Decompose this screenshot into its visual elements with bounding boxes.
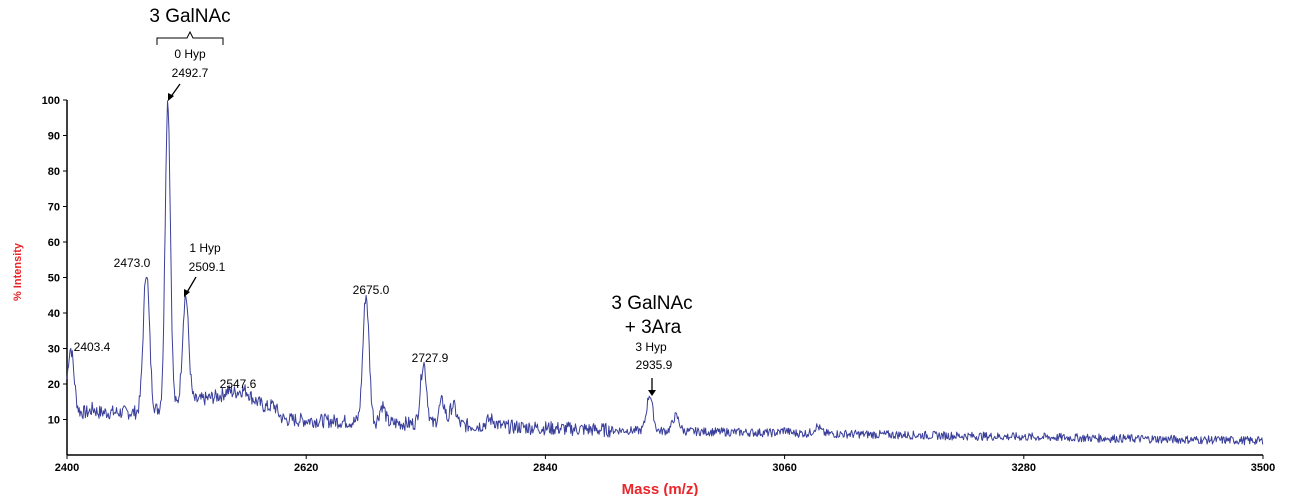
annotation-2547: 2547.6 bbox=[220, 377, 257, 391]
annotation-group2-line2: + 3Ara bbox=[625, 317, 682, 338]
annotation-2403: 2403.4 bbox=[74, 340, 111, 354]
annotation-2473: 2473.0 bbox=[114, 256, 151, 270]
y-tick-label: 50 bbox=[48, 273, 60, 285]
y-ticks: 10 20 30 40 50 60 70 80 90 100 bbox=[42, 95, 67, 427]
annotation-bracket bbox=[156, 30, 224, 45]
x-tick-label: 2840 bbox=[533, 462, 557, 474]
annotation-2509-hyp: 1 Hyp bbox=[189, 241, 221, 255]
arrowhead-2935 bbox=[648, 390, 656, 396]
y-tick-label: 100 bbox=[42, 95, 60, 107]
x-tick-label: 3060 bbox=[772, 462, 796, 474]
x-axis-title: Mass (m/z) bbox=[622, 481, 699, 496]
y-tick-label: 30 bbox=[48, 344, 60, 356]
x-tick-label: 2400 bbox=[55, 462, 79, 474]
y-tick-label: 80 bbox=[48, 166, 60, 178]
arrowhead-2492 bbox=[168, 93, 174, 101]
annotation-2727: 2727.9 bbox=[412, 351, 449, 365]
annotation-2935-hyp: 3 Hyp bbox=[635, 340, 667, 354]
x-tick-label: 3500 bbox=[1251, 462, 1275, 474]
x-ticks: 2400 2620 2840 3060 3280 3500 bbox=[55, 455, 1275, 474]
y-tick-label: 70 bbox=[48, 202, 60, 214]
x-tick-label: 2620 bbox=[294, 462, 318, 474]
annotation-2492-hyp: 0 Hyp bbox=[174, 47, 206, 61]
y-tick-label: 10 bbox=[48, 415, 60, 427]
x-tick-label: 3280 bbox=[1012, 462, 1036, 474]
annotation-group1-title: 3 GalNAc bbox=[149, 6, 230, 27]
annotation-2675: 2675.0 bbox=[353, 283, 390, 297]
y-tick-label: 90 bbox=[48, 131, 60, 143]
y-tick-label: 40 bbox=[48, 308, 60, 320]
y-tick-label: 20 bbox=[48, 379, 60, 391]
arrowhead-2509 bbox=[184, 289, 190, 297]
y-tick-label: 60 bbox=[48, 237, 60, 249]
annotation-2509-mass: 2509.1 bbox=[189, 260, 226, 274]
annotation-2492-mass: 2492.7 bbox=[172, 66, 209, 80]
y-axis-title: % Intensity bbox=[12, 242, 24, 301]
spectrum-line bbox=[66, 100, 1264, 446]
annotation-2935-mass: 2935.9 bbox=[636, 358, 673, 372]
annotation-group2-line1: 3 GalNAc bbox=[611, 293, 692, 314]
